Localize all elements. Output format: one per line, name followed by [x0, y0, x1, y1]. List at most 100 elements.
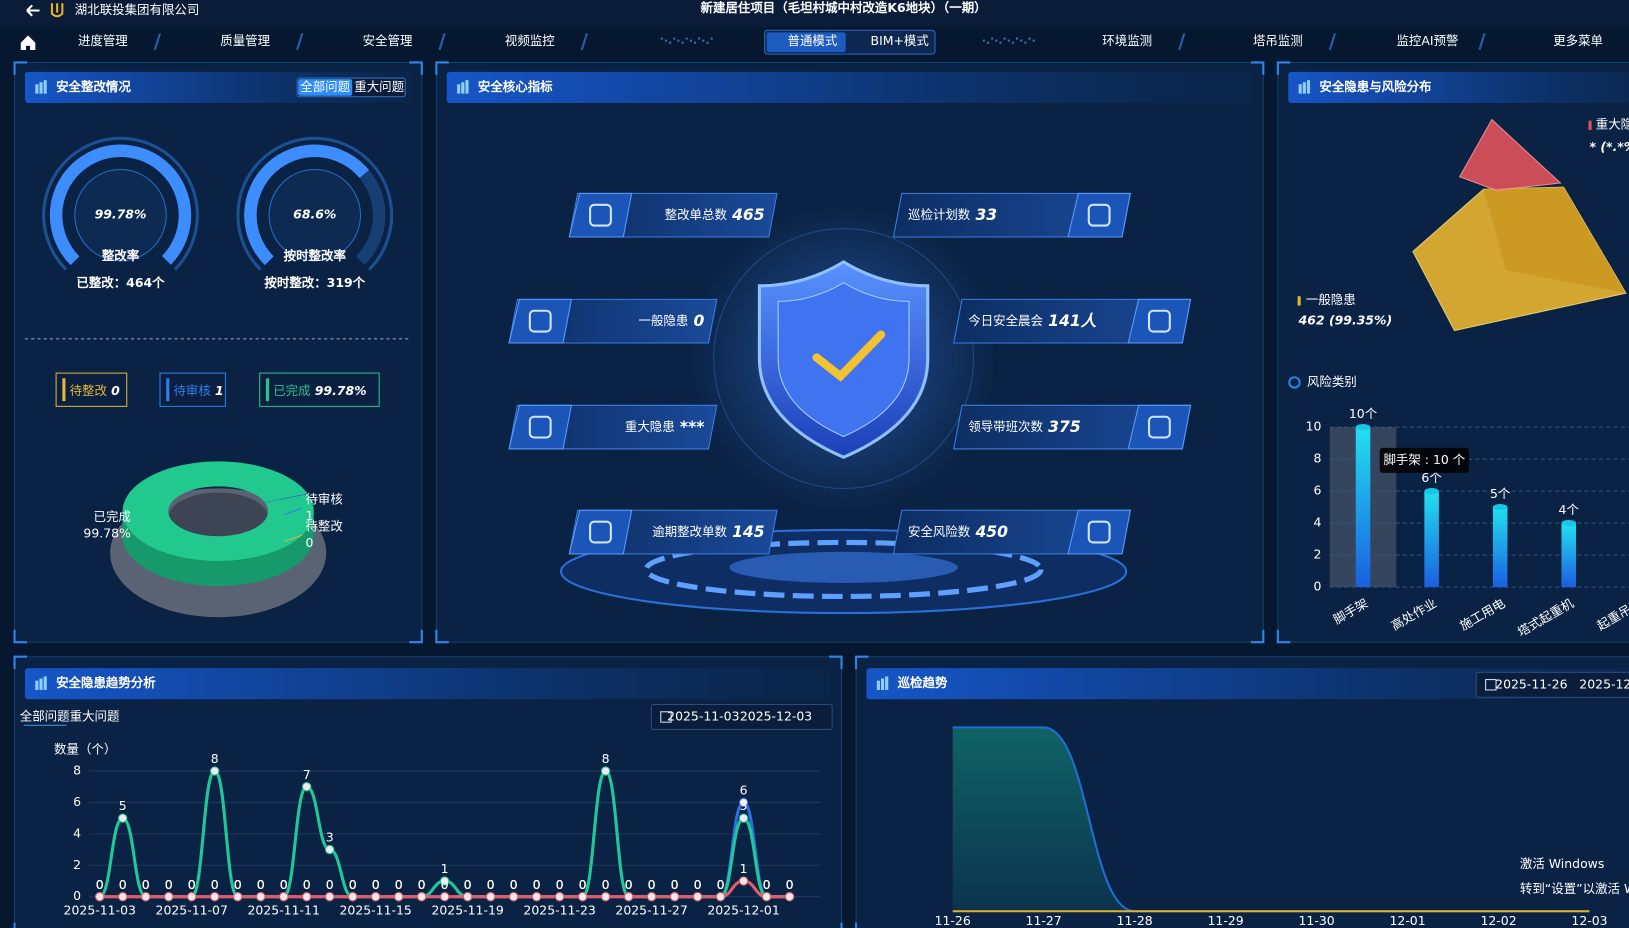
tab[interactable]: 全部问题: [20, 708, 70, 723]
metric-icon: [1087, 203, 1111, 227]
data-label: 0: [625, 877, 633, 892]
data-label: 0: [234, 877, 242, 892]
x-tick-label: 12-02: [1480, 913, 1516, 928]
point: [600, 766, 611, 776]
metric-text: 安全风险数 450: [908, 523, 1008, 541]
data-label: 0: [510, 877, 518, 892]
bar-value-label: 6个: [1421, 470, 1442, 485]
metric-icon: [589, 203, 612, 227]
metric-icon: [1087, 520, 1111, 544]
nav-pattern: [991, 37, 994, 40]
data-label: 0: [165, 877, 173, 892]
data-label: 0: [648, 877, 656, 892]
top-bar: [0, 0, 1629, 28]
nav-pattern: [999, 41, 1002, 44]
bar-cap: [1424, 487, 1439, 495]
nav-item[interactable]: 进度管理: [78, 33, 128, 48]
legend-marker: [1297, 296, 1301, 306]
data-label: 0: [579, 877, 587, 892]
area: [952, 727, 1590, 912]
bar: [1561, 523, 1577, 588]
status-bar: [62, 378, 66, 402]
date-picker[interactable]: [650, 703, 833, 730]
donut-slice: [122, 461, 314, 562]
tab[interactable]: 重大问题: [354, 79, 404, 94]
point: [554, 892, 565, 902]
data-label: 0: [234, 877, 242, 892]
home-icon[interactable]: [20, 35, 36, 50]
gauge-name: 按时整改率: [284, 248, 347, 263]
point: [210, 892, 220, 902]
data-label: 0: [418, 877, 426, 892]
point: [256, 892, 266, 902]
header-icon: [35, 84, 39, 94]
mode-button[interactable]: BIM+模式: [871, 33, 930, 48]
point: [577, 892, 588, 902]
date-text[interactable]: 2025-12-03: [740, 708, 812, 723]
metric-icon-box: [568, 192, 633, 238]
data-label: 0: [579, 877, 587, 892]
nav-item[interactable]: 塔吊监测: [1253, 33, 1303, 48]
date-picker[interactable]: [1475, 671, 1629, 698]
gauge-inner: [74, 168, 167, 262]
nav-item[interactable]: 视频监控: [505, 33, 555, 48]
data-label: 0: [556, 877, 564, 892]
x-tick-label: 2025-11-19: [431, 903, 503, 918]
nav-item[interactable]: 环境监测: [1102, 33, 1152, 48]
data-label: 0: [165, 877, 173, 892]
date-text[interactable]: 2025-11-03: [667, 708, 739, 723]
header-icon: [457, 84, 461, 94]
point: [164, 892, 174, 902]
nav-pattern: [660, 37, 663, 40]
point: [692, 892, 703, 902]
data-label: 0: [395, 877, 403, 892]
header-icon: [43, 676, 47, 690]
x-tick-label: 2025-12-01: [707, 903, 779, 918]
x-tick-label: 2025-11-11: [248, 903, 320, 918]
nav-divider: [1328, 33, 1336, 51]
data-label: 6: [740, 782, 748, 797]
point: [600, 892, 611, 902]
date-text[interactable]: 2025-12-03: [1579, 676, 1629, 691]
nav-item[interactable]: 质量管理: [220, 33, 270, 48]
nav-pattern: [1020, 39, 1023, 42]
data-label: 1: [740, 861, 748, 876]
nav-pattern: [685, 37, 688, 40]
mode-button[interactable]: 普通模式: [788, 33, 838, 48]
point: [325, 892, 335, 902]
metric-text: 一般隐患 0: [639, 312, 705, 330]
header-icon: [1306, 80, 1311, 94]
bar-value-label: 4个: [1559, 502, 1580, 517]
back-icon[interactable]: [26, 4, 40, 17]
data-label: 0: [372, 877, 380, 892]
x-tick-label: 11-28: [1117, 913, 1153, 928]
point: [279, 892, 289, 902]
tab[interactable]: 重大问题: [70, 708, 120, 723]
date-text[interactable]: 2025-11-26: [1495, 676, 1567, 691]
check-mark: [812, 330, 886, 382]
data-label: 0: [96, 877, 104, 892]
company-name: 湖北联投集团有限公司: [75, 2, 200, 17]
point: [738, 797, 749, 808]
data-label: 0: [142, 877, 150, 892]
data-label: 0: [464, 877, 472, 892]
metric-label: 重大隐患: [625, 419, 675, 434]
data-label: 0: [372, 877, 380, 892]
tab[interactable]: 全部问题: [300, 79, 350, 94]
metric-icon: [1147, 309, 1171, 333]
point: [715, 892, 726, 902]
data-label: 1: [441, 861, 449, 876]
status-text: 已完成 99.78%: [273, 382, 366, 397]
data-label: 0: [717, 877, 725, 892]
status-value: 99.78%: [315, 382, 367, 397]
data-label: 0: [625, 877, 633, 892]
y-tick-label: 2: [73, 857, 81, 872]
nav-item[interactable]: 监控AI预警: [1396, 33, 1458, 48]
nav-item[interactable]: 安全管理: [363, 33, 413, 48]
point: [738, 813, 749, 823]
gauge-name: 整改率: [102, 248, 140, 263]
metric-value: 141人: [1048, 312, 1097, 330]
panel-header: [1288, 71, 1629, 103]
nav-item[interactable]: 更多菜单: [1553, 33, 1603, 48]
x-tick-label: 2025-11-23: [523, 903, 595, 918]
